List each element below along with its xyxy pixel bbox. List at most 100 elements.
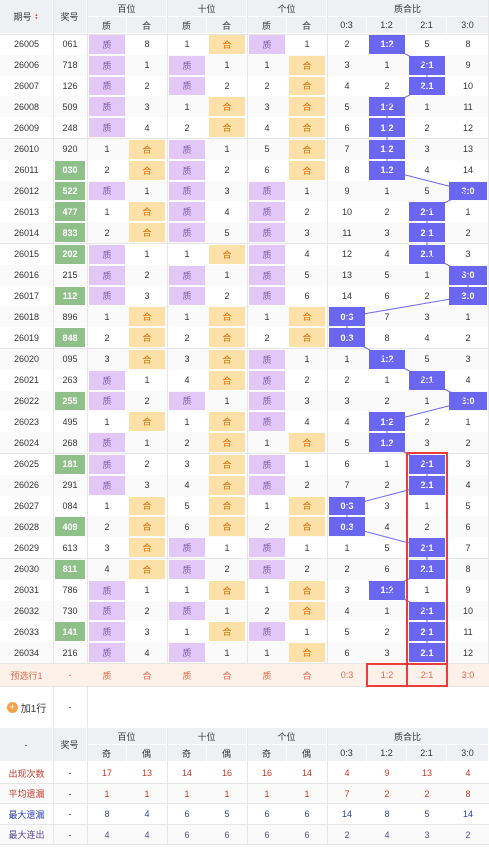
footer-sub-header-3: 偶	[207, 745, 247, 762]
preselect-option-cell[interactable]: 质	[102, 670, 112, 681]
issue-column-header[interactable]: 期号 ▲▼	[0, 0, 53, 34]
stats-value: 4	[384, 829, 390, 840]
omission-count-cell: 1	[184, 585, 190, 596]
omission-count-cell: 4	[144, 647, 150, 658]
sort-arrows-icon[interactable]: ▲▼	[33, 12, 38, 21]
preselect-option-cell[interactable]: 1:2	[380, 670, 394, 680]
ratio-hit-marker: 0:3	[329, 307, 365, 327]
ratio-omission-cell: 2	[424, 122, 430, 133]
digit-composite-marker: 合	[289, 97, 325, 117]
omission-count-cell: 2	[264, 605, 270, 616]
omission-count-cell: 4	[224, 206, 230, 217]
ratio-omission-cell: 9	[344, 185, 350, 196]
digit-prime-marker: 质	[249, 560, 285, 579]
digit-composite-marker: 合	[289, 580, 325, 600]
ratio-omission-cell: 2	[344, 39, 350, 50]
preselect-option-cell[interactable]: 0:3	[340, 670, 354, 680]
stats-label: 平均遗漏	[8, 789, 45, 800]
stats-value: 4	[104, 829, 110, 840]
ratio-hit-marker: 2:1	[409, 223, 445, 242]
issue-cell: 26009	[13, 122, 40, 133]
digit-prime-marker: 质	[89, 370, 125, 390]
issue-cell: 26013	[13, 206, 40, 217]
preselect-label[interactable]: 预选行1	[10, 670, 43, 681]
ratio-hit-marker: 1:2	[369, 118, 405, 137]
prize-number-cell: 095	[62, 354, 78, 365]
stats-value: 2	[424, 788, 430, 799]
digit-composite-marker: 合	[289, 140, 325, 159]
issue-cell: 26022	[13, 395, 40, 406]
ratio-omission-cell: 2	[384, 206, 390, 217]
stats-value: 6	[304, 809, 310, 820]
digit-prime-marker: 质	[169, 55, 205, 75]
omission-count-cell: 4	[184, 480, 190, 491]
digit-composite-marker: 合	[129, 202, 165, 222]
ratio-omission-cell: 7	[465, 542, 471, 553]
omission-count-cell: 3	[264, 101, 270, 112]
issue-cell: 26006	[13, 60, 40, 71]
issue-cell: 26015	[13, 249, 40, 260]
omission-count-cell: 4	[264, 122, 270, 133]
preselect-option-cell[interactable]: 合	[222, 670, 232, 681]
preselect-option-cell[interactable]: 合	[302, 670, 312, 681]
digit-composite-marker: 合	[289, 643, 325, 662]
omission-count-cell: 2	[224, 165, 230, 176]
ratio-omission-cell: 8	[344, 165, 350, 176]
prize-number-cell: 061	[62, 39, 78, 50]
digit-prime-marker: 质	[249, 350, 285, 369]
ratio-omission-cell: 5	[424, 39, 430, 50]
digit-prime-marker: 质	[249, 538, 285, 557]
add-row-button[interactable]: + 加1行	[0, 687, 53, 727]
digit-prime-marker: 质	[89, 118, 125, 137]
digit-prime-marker: 质	[169, 160, 205, 180]
digit-prime-marker: 质	[89, 580, 125, 600]
preselect-option-cell[interactable]: 3:0	[461, 670, 475, 680]
stats-label: 最大遗漏	[8, 809, 45, 820]
digit-composite-marker: 合	[209, 580, 245, 600]
stats-value: 13	[421, 768, 432, 779]
preselect-option-cell[interactable]: 2:1	[420, 670, 434, 680]
digit-composite-marker: 合	[209, 475, 245, 495]
ratio-hit-marker: 2:1	[409, 643, 445, 662]
issue-cell: 26020	[13, 354, 40, 365]
digit-prime-marker: 质	[249, 202, 285, 222]
stats-value: 8	[465, 788, 471, 799]
issue-cell: 26012	[13, 185, 40, 196]
footer-sub-header-4: 奇	[247, 745, 287, 762]
ratio-hit-marker: 0:3	[329, 328, 365, 347]
omission-count-cell: 1	[224, 542, 230, 553]
preselect-option-cell[interactable]: 质	[182, 670, 192, 681]
digit-prime-marker: 质	[169, 202, 205, 222]
ratio-hit-marker: 2:1	[409, 455, 445, 474]
digit-prime-marker: 质	[169, 181, 205, 201]
ratio-omission-cell: 6	[344, 122, 350, 133]
omission-count-cell: 3	[304, 395, 310, 406]
ratio-omission-cell: 2	[384, 626, 390, 637]
sub-header-2: 质	[167, 17, 207, 34]
digit-composite-marker: 合	[289, 307, 325, 327]
stats-label: 出现次数	[8, 768, 45, 779]
omission-count-cell: 1	[224, 605, 230, 616]
digit-composite-marker: 合	[209, 433, 245, 452]
footer-sub-header-9: 3:0	[447, 745, 489, 762]
stats-value: 5	[224, 809, 230, 820]
omission-count-cell: 2	[144, 80, 150, 91]
omission-count-cell: 5	[264, 144, 270, 155]
ratio-omission-cell: 5	[344, 437, 350, 448]
digit-prime-marker: 质	[89, 455, 125, 474]
digit-prime-marker: 质	[169, 391, 205, 411]
digit-prime-marker: 质	[89, 475, 125, 495]
omission-count-cell: 3	[304, 227, 310, 238]
ratio-omission-cell: 4	[344, 416, 350, 427]
digit-prime-marker: 质	[89, 245, 125, 264]
preselect-option-cell[interactable]: 质	[262, 670, 272, 681]
digit-prime-marker: 质	[249, 370, 285, 390]
preselect-option-cell[interactable]: 合	[142, 670, 152, 681]
digit-prime-marker: 质	[169, 643, 205, 662]
ratio-omission-cell: 1	[424, 101, 430, 112]
ratio-omission-cell: 3	[424, 311, 430, 322]
footer-sub-header-8: 2:1	[407, 745, 447, 762]
omission-count-cell: 2	[224, 80, 230, 91]
omission-count-cell: 1	[144, 249, 150, 260]
ratio-omission-cell: 3	[344, 60, 350, 71]
